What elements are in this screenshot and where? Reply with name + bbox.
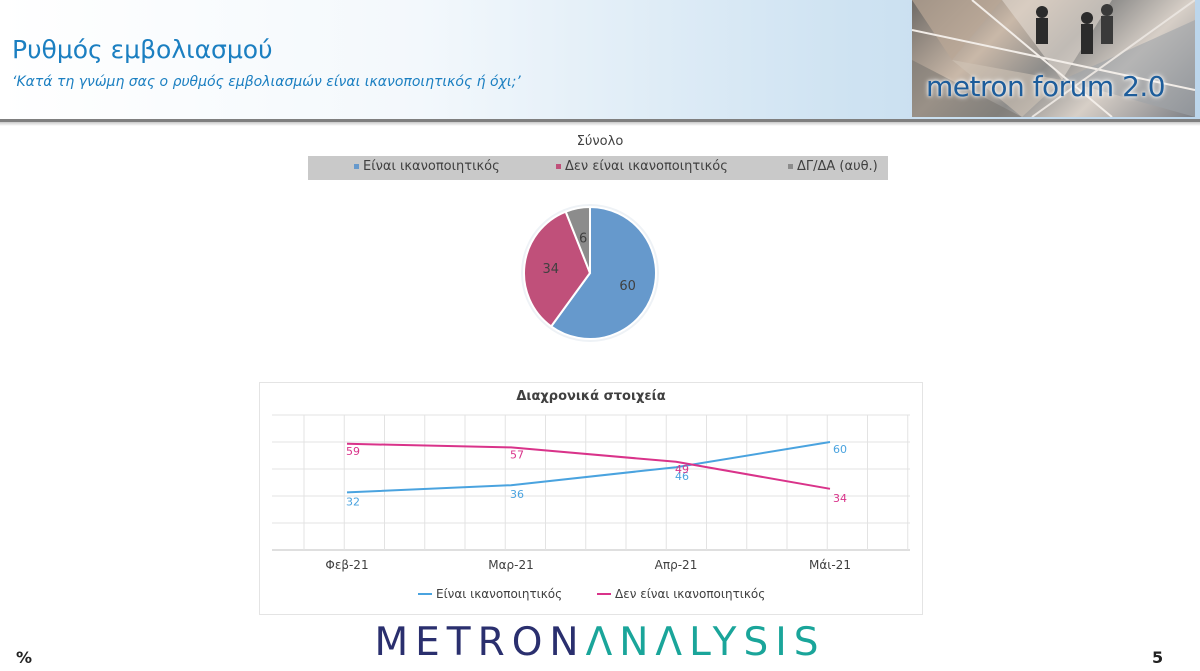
data-label: 46 — [675, 470, 689, 483]
legend-item-satisfactory: Είναι ικανοποιητικός — [354, 159, 500, 174]
metron-forum-logo: metron forum 2.0 — [912, 0, 1195, 117]
pie-data-label-2: 34 — [542, 262, 559, 277]
header-divider — [0, 119, 1200, 122]
data-label: 59 — [346, 445, 360, 458]
pie-data-label-3: 6 — [579, 231, 587, 246]
line-chart-panel: Διαχρονικά στοιχεία Φεβ-21 Μαρ-21 Απρ-21 Μάι… — [259, 382, 923, 615]
data-label: 49 — [675, 463, 689, 476]
legend-label-not-satisfactory: Δεν είναι ικανοποιητικός — [565, 159, 728, 174]
legend-swatch-dk-na — [788, 164, 793, 169]
legend-swatch-satisfactory — [354, 164, 359, 169]
data-label: 32 — [346, 495, 360, 508]
page-title: Ρυθμός εμβολιασμού — [12, 35, 273, 64]
logo-background-image — [912, 0, 1195, 117]
legend-label-dk-na: ΔΓ/ΔΑ (αυθ.) — [797, 159, 878, 174]
legend-item-not-satisfactory: Δεν είναι ικανοποιητικός — [556, 159, 728, 174]
x-tick-label: Μάι-21 — [809, 558, 851, 572]
line-chart: Διαχρονικά στοιχεία Φεβ-21 Μαρ-21 Απρ-21 Μάι… — [272, 389, 910, 601]
line-chart-title: Διαχρονικά στοιχεία — [516, 389, 665, 404]
unit-label: % — [16, 648, 33, 667]
legend-label-satisfactory: Είναι ικανοποιητικός — [363, 159, 500, 174]
page-number: 5 — [1152, 648, 1164, 667]
pie-data-label-1: 60 — [619, 279, 636, 294]
logo-text: metron forum 2.0 — [926, 70, 1166, 103]
data-label: 57 — [510, 448, 524, 461]
pie-slice-1 — [549, 205, 657, 340]
series-line-2 — [346, 442, 831, 490]
legend-item-dk-na: ΔΓ/ΔΑ (αυθ.) — [788, 159, 878, 174]
data-label: 60 — [833, 443, 847, 456]
x-tick-label: Φεβ-21 — [325, 558, 368, 572]
brand-part1: METRON — [374, 620, 586, 665]
legend-label: Δεν είναι ικανοποιητικός — [615, 587, 765, 601]
pie-legend: Είναι ικανοποιητικός Δεν είναι ικανοποιη… — [308, 156, 888, 180]
pie-slice-3 — [564, 205, 591, 274]
pie-chart-title: Σύνολο — [576, 134, 624, 149]
pie-slice-2 — [523, 210, 592, 328]
series-line-1 — [346, 441, 831, 494]
legend-label: Είναι ικανοποιητικός — [436, 587, 562, 601]
x-tick-label: Μαρ-21 — [488, 558, 533, 572]
legend-swatch-not-satisfactory — [556, 164, 561, 169]
x-tick-label: Απρ-21 — [655, 558, 698, 572]
metron-analysis-logo: METRONΛNΛLYSIS — [0, 620, 1200, 665]
brand-part2: ΛNΛLYSIS — [585, 620, 826, 665]
data-label: 34 — [833, 492, 847, 505]
page-subtitle: ‘Κατά τη γνώμη σας ο ρυθμός εμβολιασμών … — [12, 74, 521, 90]
pie-chart: 60 34 6 — [521, 204, 659, 342]
data-label: 36 — [510, 488, 524, 501]
header-shadow — [0, 122, 1200, 126]
